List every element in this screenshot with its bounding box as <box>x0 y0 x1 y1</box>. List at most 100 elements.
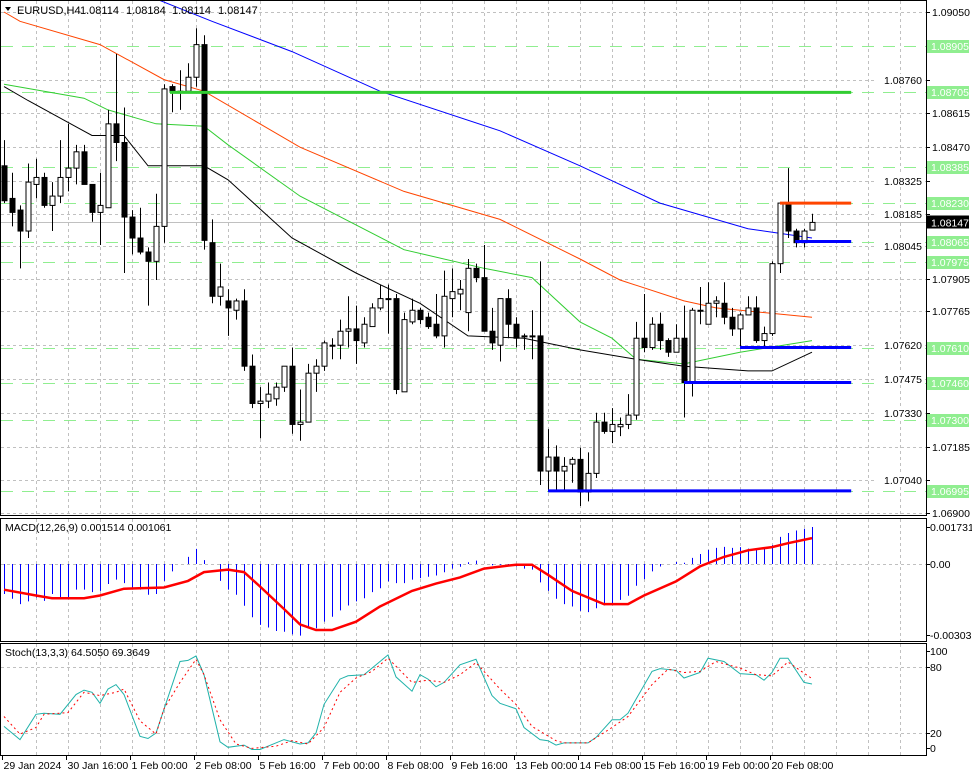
candle <box>809 213 816 231</box>
candle-body-bear <box>353 328 360 342</box>
time-label: 19 Feb 00:00 <box>708 760 770 772</box>
candle-body-bear <box>41 176 48 206</box>
candle-body-bear <box>433 323 440 337</box>
candle-body-bull <box>265 393 272 402</box>
candle-body-bull <box>57 176 64 197</box>
candle-body-bear <box>513 323 520 339</box>
candle <box>273 382 280 406</box>
candle <box>145 247 152 306</box>
candle-body-bear <box>121 141 128 218</box>
candle-body-bear <box>681 337 688 384</box>
candle <box>793 228 800 248</box>
candle-body-bull <box>193 44 200 78</box>
level-label: 1.08230 <box>931 198 969 210</box>
candle-body-bear <box>721 302 728 318</box>
time-label: 8 Feb 08:00 <box>388 760 444 772</box>
candle <box>97 172 104 246</box>
price-tick-label: 1.07905 <box>932 274 970 286</box>
macd-axis-label: 0.00 <box>930 559 951 571</box>
candle <box>265 382 272 409</box>
level-label-bg <box>927 485 969 498</box>
candle <box>313 359 320 392</box>
time-label: 29 Jan 2024 <box>4 760 62 772</box>
candle <box>713 296 720 318</box>
candle-body-bear <box>209 242 216 297</box>
candle-body-bull <box>25 181 32 232</box>
candle <box>337 319 344 360</box>
candle <box>225 289 232 336</box>
close-price: 1.08147 <box>218 5 258 17</box>
symbol-timeframe: EURUSD,H4 <box>17 5 81 17</box>
candle <box>249 354 256 409</box>
candle-body-bull <box>297 421 304 425</box>
candle-body-bull <box>617 423 624 428</box>
trend-lines-layer[interactable] <box>170 90 852 493</box>
candle <box>465 259 472 332</box>
candle <box>401 312 408 393</box>
candle-body-bull <box>713 300 720 304</box>
candle-body-bull <box>49 195 56 206</box>
level-label-bg <box>927 342 969 355</box>
ma-blue-line <box>159 1 813 239</box>
candle-body-bull <box>273 386 280 400</box>
level-label-bg <box>927 161 969 174</box>
price-tick-label: 1.08185 <box>884 209 922 221</box>
price-tick-label-bg <box>876 240 924 252</box>
candle <box>417 307 424 325</box>
candle-body-bull <box>625 414 632 425</box>
candle-body-bull <box>361 323 368 344</box>
candle <box>801 228 808 248</box>
candles-layer <box>1 28 816 507</box>
level-label: 1.06995 <box>931 486 969 498</box>
candle <box>353 305 360 364</box>
time-label: 2 Feb 08:00 <box>196 760 252 772</box>
candle-body-bear <box>1 165 8 202</box>
time-label: 7 Feb 00:00 <box>324 760 380 772</box>
candle <box>33 158 40 199</box>
candle-body-bull <box>401 319 408 393</box>
candle-body-bull <box>97 204 104 213</box>
candle-body-bull <box>305 372 312 423</box>
candle <box>81 144 88 185</box>
candle <box>1 140 8 204</box>
level-label-bg <box>927 236 969 249</box>
level-label-bg <box>927 40 969 53</box>
price-tick-label: 1.07765 <box>932 306 970 318</box>
candle-body-bear <box>9 197 16 213</box>
candle-body-bull <box>33 176 40 185</box>
candle <box>73 144 80 185</box>
candle <box>49 182 56 232</box>
current-price-label-bg <box>927 215 969 229</box>
candle-body-bull <box>561 465 568 472</box>
time-label: 20 Feb 08:00 <box>772 760 834 772</box>
candle <box>769 261 776 336</box>
candle <box>89 183 96 222</box>
stoch-panel-frame <box>0 643 927 756</box>
price-tick-label-bg <box>876 175 924 187</box>
candle <box>553 445 560 493</box>
candle <box>729 307 736 336</box>
candle-body-bull <box>369 307 376 328</box>
candle-body-bull <box>105 123 112 209</box>
candle-body-bull <box>377 298 384 309</box>
candle <box>529 310 536 360</box>
candle-body-bull <box>769 263 776 335</box>
candle-body-bull <box>385 298 392 301</box>
candle-body-bear <box>129 216 136 239</box>
candle <box>153 193 160 280</box>
candle <box>57 140 64 204</box>
candle-body-bull <box>545 456 552 472</box>
candle <box>193 28 200 87</box>
candle <box>17 205 24 269</box>
candle <box>409 298 416 325</box>
price-tick-label-bg <box>876 474 924 486</box>
candle <box>305 363 312 423</box>
candle-body-bull <box>497 298 504 346</box>
triangle-down-icon[interactable] <box>5 7 11 11</box>
candle <box>257 387 264 439</box>
candle <box>633 321 640 420</box>
candle <box>593 412 600 479</box>
candle <box>745 296 752 316</box>
candle-body-bear <box>785 202 792 232</box>
